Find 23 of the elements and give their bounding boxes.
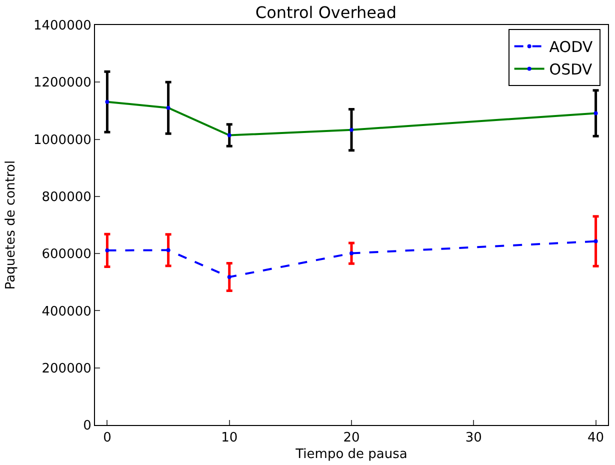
point: [350, 251, 354, 256]
y-tick-label: 1400000: [33, 18, 92, 34]
y-tick-label: 1000000: [33, 132, 92, 148]
x-axis-title: Tiempo de pausa: [294, 447, 408, 462]
y-tick-label: 800000: [42, 190, 92, 205]
y-tick-label: 600000: [42, 247, 92, 262]
legend-label: OSDV: [549, 60, 593, 79]
x-tick-label: 20: [343, 430, 360, 446]
y-tick-label: 0: [83, 418, 92, 434]
chart-title: Control Overhead: [255, 3, 396, 22]
y-tick-label: 200000: [42, 361, 92, 376]
x-tick-label: 10: [221, 430, 238, 446]
point: [594, 239, 598, 244]
y-tick-label: 1200000: [33, 76, 92, 91]
x-tick-label: 30: [465, 430, 482, 446]
x-tick-label: 0: [103, 430, 112, 446]
x-tick-label: 40: [588, 430, 604, 446]
point: [227, 275, 232, 279]
y-axis-title: Paquetes de control: [3, 160, 18, 290]
point: [166, 248, 170, 252]
point: [105, 248, 110, 252]
legend-label: AODV: [549, 38, 594, 56]
y-tick-label: 400000: [42, 304, 92, 320]
